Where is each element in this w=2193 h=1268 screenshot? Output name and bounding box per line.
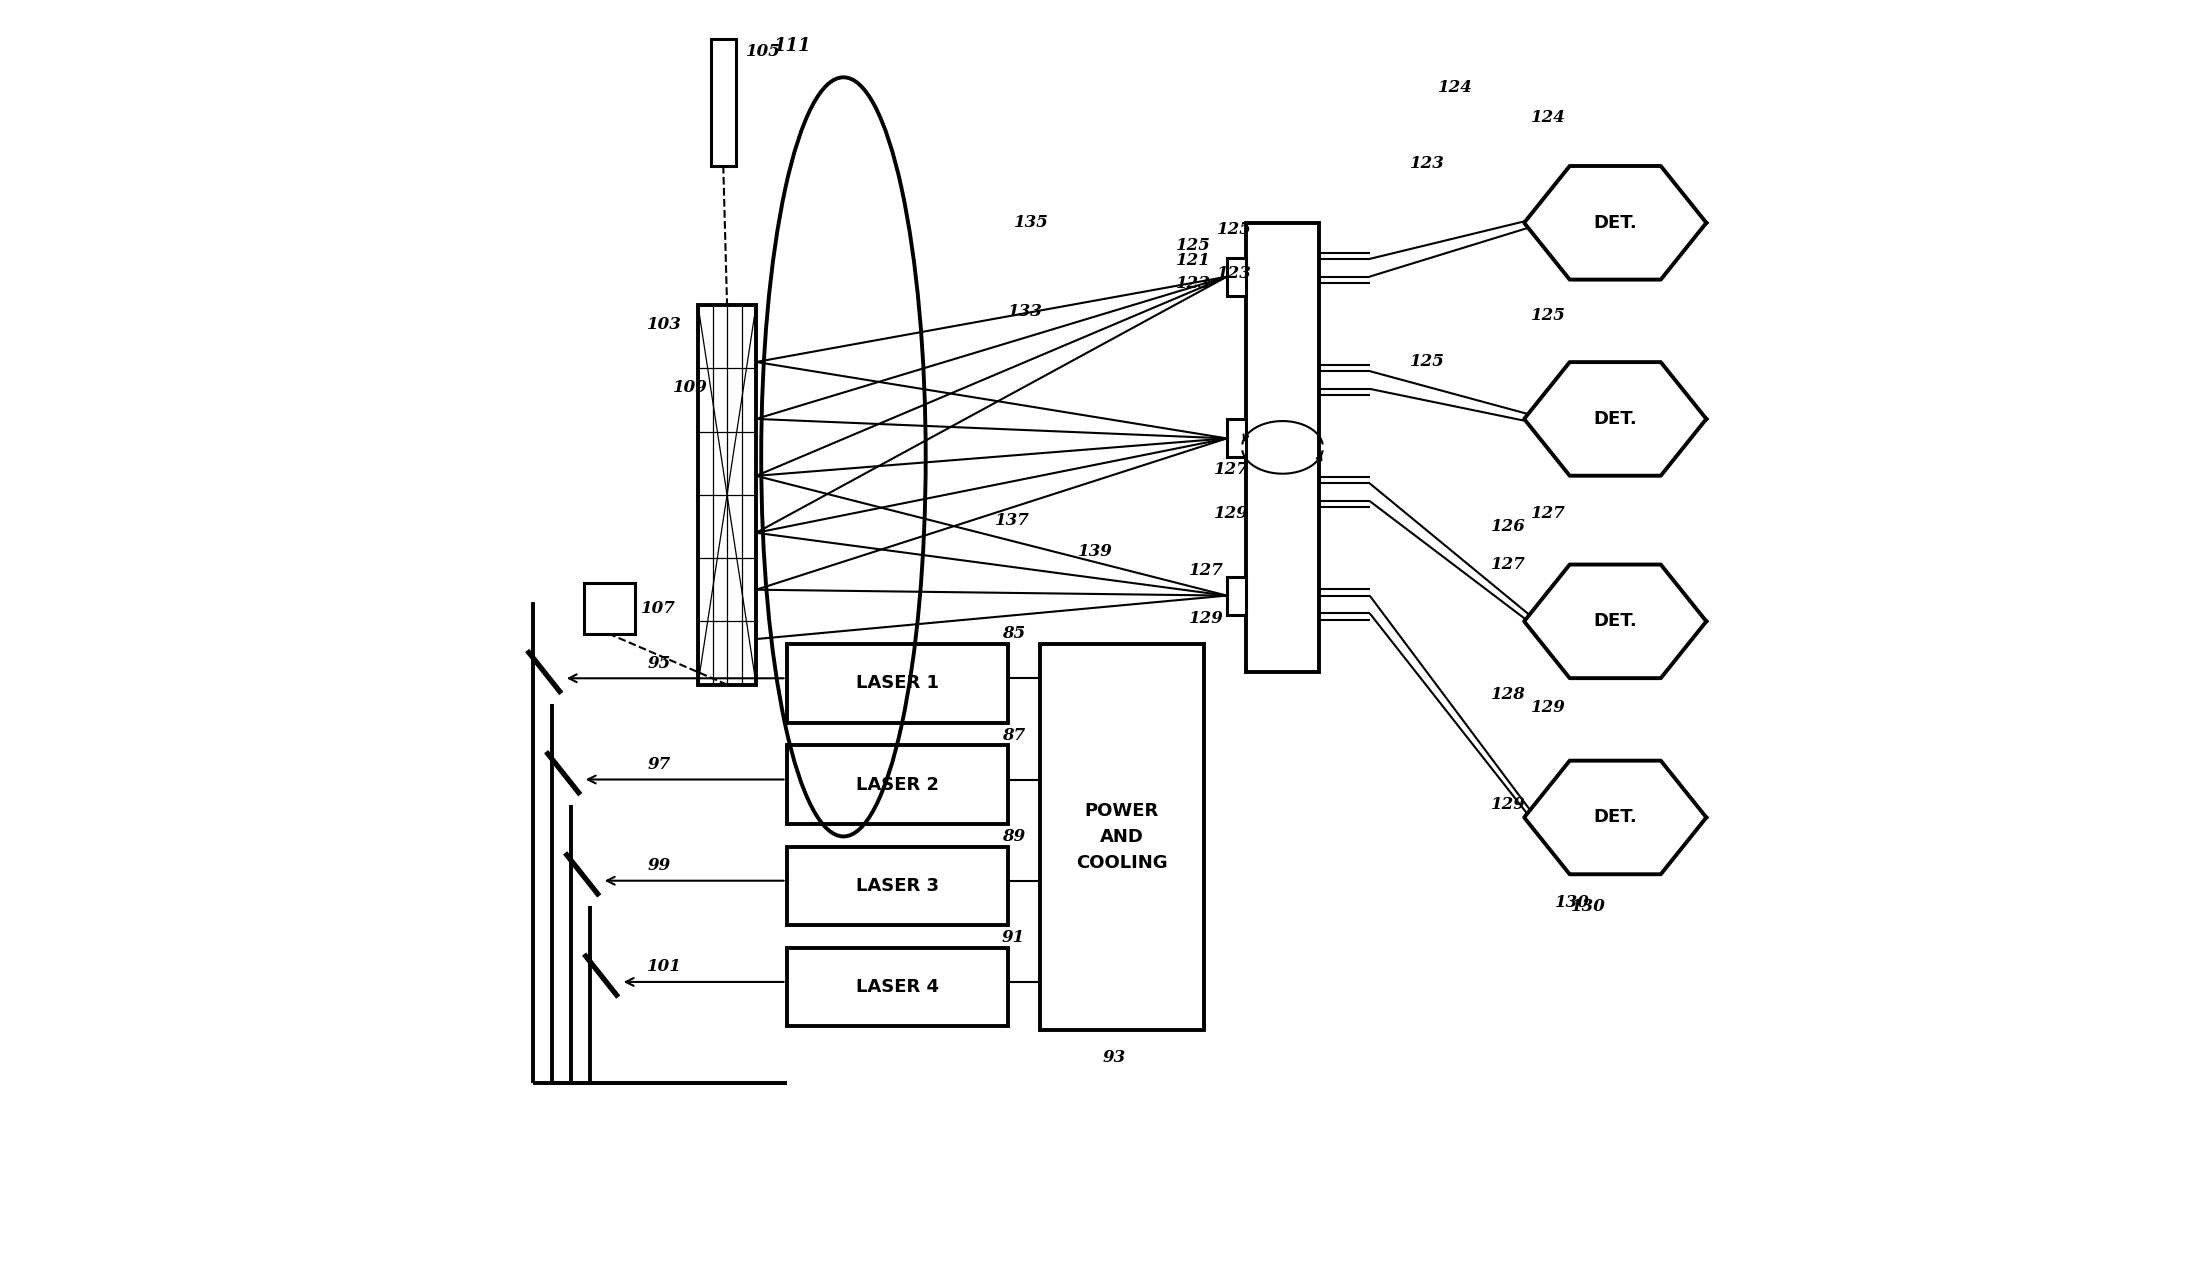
Text: 123: 123 (1410, 155, 1445, 172)
Text: 139: 139 (1077, 543, 1112, 560)
Bar (1246, 223, 1320, 672)
Text: 127: 127 (1189, 562, 1224, 578)
Text: DET.: DET. (1594, 410, 1638, 427)
Bar (1226, 257, 1246, 295)
Bar (583, 583, 634, 634)
Bar (787, 644, 1009, 723)
Text: 109: 109 (673, 379, 708, 396)
Text: LASER 2: LASER 2 (855, 776, 939, 794)
Text: DET.: DET. (1594, 809, 1638, 827)
Bar (1039, 644, 1204, 1030)
Polygon shape (1524, 166, 1706, 280)
Bar (697, 306, 757, 685)
Text: 111: 111 (774, 37, 811, 55)
Text: 85: 85 (1002, 625, 1024, 643)
Text: 125: 125 (1217, 221, 1252, 237)
Text: 130: 130 (1570, 898, 1605, 914)
Text: 137: 137 (996, 511, 1031, 529)
Bar (787, 947, 1009, 1026)
Text: 126: 126 (1491, 517, 1526, 535)
Text: 91: 91 (1002, 929, 1024, 946)
Text: DET.: DET. (1594, 612, 1638, 630)
Bar (787, 746, 1009, 824)
Polygon shape (1524, 363, 1706, 476)
Text: 127: 127 (1491, 555, 1526, 573)
Text: 123: 123 (1175, 275, 1211, 292)
Text: 95: 95 (647, 654, 671, 672)
Text: 125: 125 (1175, 237, 1211, 254)
Text: 129: 129 (1531, 699, 1566, 716)
Text: 107: 107 (640, 600, 675, 618)
Text: 105: 105 (746, 43, 781, 61)
Text: 124: 124 (1531, 109, 1566, 127)
Text: LASER 3: LASER 3 (855, 876, 939, 895)
Text: 128: 128 (1491, 686, 1526, 704)
Text: 129: 129 (1491, 796, 1526, 813)
Text: 133: 133 (1009, 303, 1044, 320)
Bar (711, 39, 737, 166)
Polygon shape (1524, 761, 1706, 874)
Text: 124: 124 (1439, 79, 1474, 96)
Text: LASER 1: LASER 1 (855, 675, 939, 692)
Bar (1226, 577, 1246, 615)
Text: POWER
AND
COOLING: POWER AND COOLING (1077, 801, 1167, 872)
Bar (1226, 420, 1246, 458)
Text: 130: 130 (1555, 894, 1590, 910)
Bar (787, 847, 1009, 924)
Text: 97: 97 (647, 756, 671, 772)
Text: 129: 129 (1215, 506, 1250, 522)
Text: 93: 93 (1103, 1050, 1125, 1066)
Text: LASER 4: LASER 4 (855, 978, 939, 995)
Text: DET.: DET. (1594, 214, 1638, 232)
Text: 125: 125 (1531, 307, 1566, 323)
Text: 101: 101 (647, 959, 682, 975)
Polygon shape (1524, 564, 1706, 678)
Text: 87: 87 (1002, 727, 1024, 744)
Text: 99: 99 (647, 857, 671, 874)
Text: 103: 103 (647, 316, 682, 332)
Text: 121: 121 (1175, 252, 1211, 269)
Text: 127: 127 (1215, 462, 1250, 478)
Text: 127: 127 (1531, 506, 1566, 522)
Text: 89: 89 (1002, 828, 1024, 844)
Text: 125: 125 (1410, 354, 1445, 370)
Text: 123: 123 (1217, 265, 1252, 281)
Text: 129: 129 (1189, 610, 1224, 626)
Text: 135: 135 (1013, 214, 1048, 231)
